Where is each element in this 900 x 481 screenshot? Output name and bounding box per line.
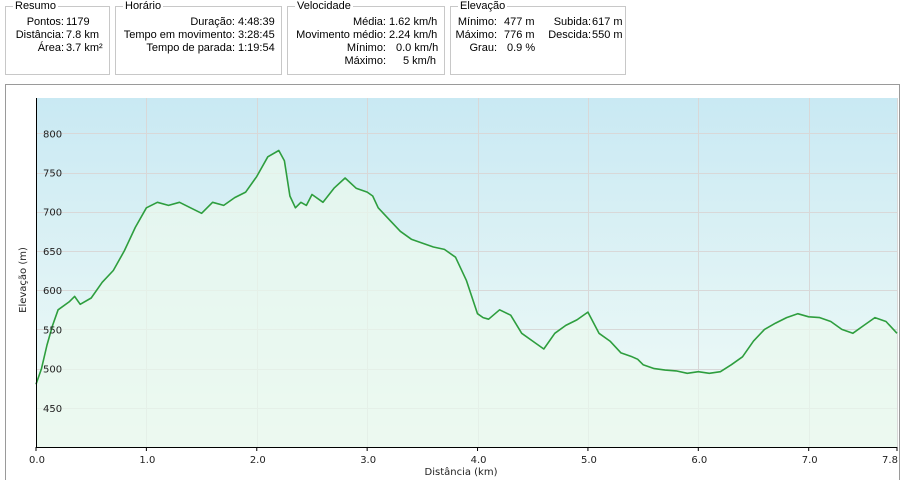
elevation-max-label: Máximo: <box>455 29 497 41</box>
y-tick-label: 650 <box>43 247 62 258</box>
schedule-duration-row: Duração: 4:48:39 <box>116 16 283 29</box>
speed-average-value: 1.62 km/h <box>389 16 438 28</box>
x-tick-label: 3.0 <box>360 455 376 466</box>
summary-distance-label: Distância: <box>15 29 64 41</box>
schedule-panel: Horário Duração: 4:48:39 Tempo em movime… <box>115 0 283 75</box>
elevation-line <box>35 149 898 385</box>
speed-min-value: 0.0 km/h <box>396 42 439 54</box>
speed-moving-label: Movimento médio: <box>296 29 386 41</box>
summary-distance-value: 7.8 km <box>66 29 100 41</box>
x-tick-label: 7.8 <box>882 455 898 466</box>
x-tick-label: 2.0 <box>250 455 266 466</box>
x-tick-label: 5.0 <box>581 455 597 466</box>
elevation-title: Elevação <box>458 0 508 12</box>
schedule-moving-row: Tempo em movimento: 3:28:45 <box>116 29 283 42</box>
x-tick-label: 7.0 <box>802 455 818 466</box>
schedule-duration-label: Duração: <box>190 16 235 28</box>
speed-average-label: Média: <box>352 16 386 28</box>
elevation-chart: 0.0 1.0 2.0 3.0 4.0 5.0 6.0 7.0 7.8 450 500 550 600… <box>18 98 898 478</box>
summary-area-value: 3.7 km² <box>66 42 103 54</box>
speed-max-row: Máximo: 5 km/h <box>288 55 446 68</box>
x-axis-title: Distância (km) <box>425 466 498 478</box>
x-tick-label: 6.0 <box>691 455 707 466</box>
speed-average-row: Média: 1.62 km/h <box>288 16 446 29</box>
speed-moving-row: Movimento médio: 2.24 km/h <box>288 29 446 42</box>
summary-area-row: Área: 3.7 km² <box>6 42 111 55</box>
elevation-max-row: Máximo: 776 m <box>451 29 627 42</box>
elevation-grade-row: Grau: 0.9 % <box>451 42 627 55</box>
schedule-stopped-value: 1:19:54 <box>238 42 275 54</box>
elevation-ascent-value: 617 m <box>592 16 623 28</box>
y-axis-title: Elevação (m) <box>18 247 29 313</box>
x-axis-ticks: 0.0 1.0 2.0 3.0 4.0 5.0 6.0 7.0 7.8 <box>29 447 898 466</box>
y-tick-label: 550 <box>43 325 62 336</box>
y-tick-label: 500 <box>43 365 62 376</box>
schedule-title: Horário <box>123 0 164 12</box>
summary-area-label: Área: <box>37 42 64 54</box>
y-tick-label: 450 <box>43 404 62 415</box>
schedule-stopped-row: Tempo de parada: 1:19:54 <box>116 42 283 55</box>
x-tick-label: 1.0 <box>139 455 155 466</box>
elevation-max-value: 776 m <box>504 29 535 41</box>
speed-title: Velocidade <box>295 0 353 12</box>
speed-max-label: Máximo: <box>344 55 386 67</box>
elevation-ascent-label: Subida: <box>553 16 591 28</box>
y-tick-label: 800 <box>43 129 62 140</box>
y-axis-ticks: 450 500 550 600 650 700 750 800 <box>43 129 62 414</box>
elevation-min-row: Mínimo: 477 m <box>451 16 627 29</box>
y-tick-label: 600 <box>43 286 62 297</box>
elevation-descent-value: 550 m <box>592 29 623 41</box>
elevation-min-label: Mínimo: <box>457 16 497 28</box>
summary-panel: Resumo Pontos: 1179 Distância: 7.8 km Ár… <box>5 0 111 75</box>
elevation-grade-label: Grau: <box>469 42 497 54</box>
elevation-descent-row: Descida: 550 m <box>451 29 627 42</box>
schedule-moving-label: Tempo em movimento: <box>123 29 235 41</box>
elevation-ascent-row: Subida: 617 m <box>451 16 627 29</box>
y-tick-label: 750 <box>43 169 62 180</box>
elevation-min-value: 477 m <box>504 16 535 28</box>
speed-min-label: Mínimo: <box>346 42 386 54</box>
speed-moving-value: 2.24 km/h <box>389 29 438 41</box>
summary-distance-row: Distância: 7.8 km <box>6 29 111 42</box>
summary-points-label: Pontos: <box>26 16 64 28</box>
speed-max-value: 5 km/h <box>403 55 437 67</box>
summary-points-value: 1179 <box>66 16 90 28</box>
schedule-duration-value: 4:48:39 <box>238 16 275 28</box>
elevation-panel: Elevação Mínimo: 477 m Máximo: 776 m Gra… <box>450 0 627 75</box>
summary-points-row: Pontos: 1179 <box>6 16 111 29</box>
y-tick-label: 700 <box>43 208 62 219</box>
summary-title: Resumo <box>13 0 58 12</box>
elevation-descent-label: Descida: <box>548 29 591 41</box>
schedule-stopped-label: Tempo de parada: <box>146 42 235 54</box>
x-tick-label: 0.0 <box>29 455 45 466</box>
schedule-moving-value: 3:28:45 <box>238 29 275 41</box>
elevation-grade-value: 0.9 % <box>507 42 536 54</box>
elevation-chart-panel: 0.0 1.0 2.0 3.0 4.0 5.0 6.0 7.0 7.8 450 500 550 600… <box>5 84 900 480</box>
speed-panel: Velocidade Média: 1.62 km/h Movimento mé… <box>287 0 446 75</box>
x-tick-label: 4.0 <box>471 455 487 466</box>
speed-min-row: Mínimo: 0.0 km/h <box>288 42 446 55</box>
